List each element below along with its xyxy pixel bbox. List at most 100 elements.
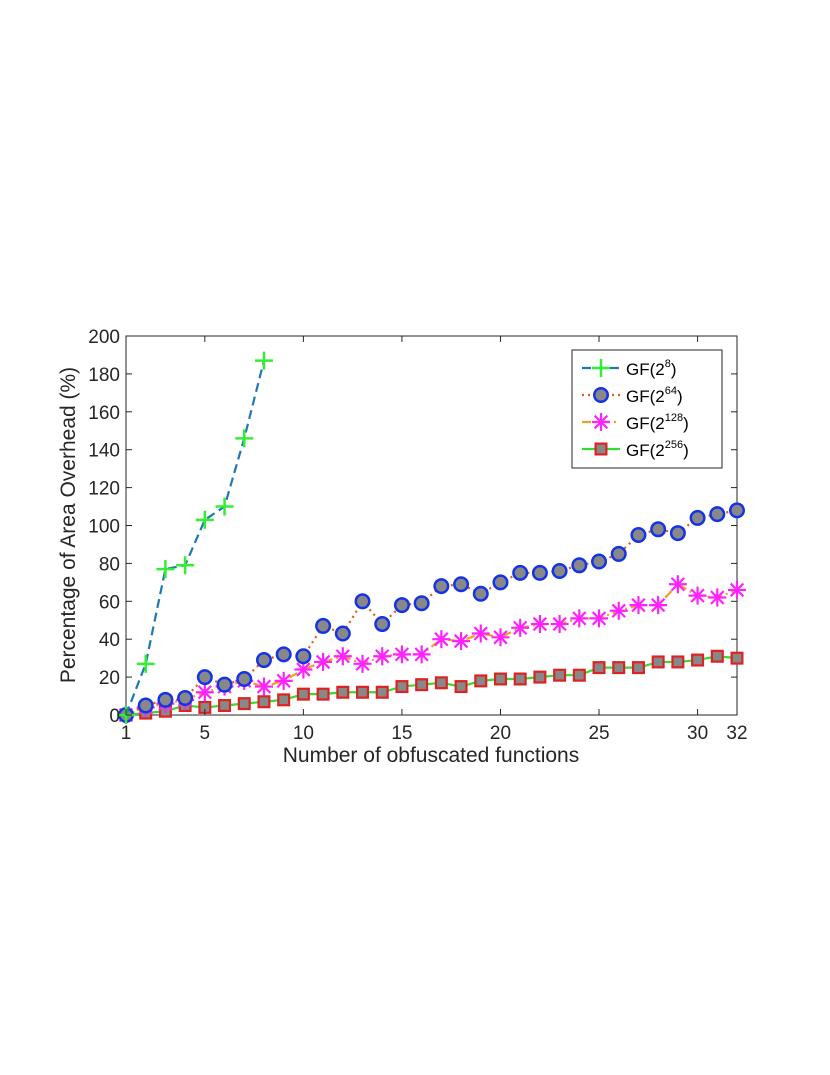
data-point: [275, 646, 292, 663]
legend-entry-3: GF(2256): [582, 439, 689, 460]
data-point: [474, 674, 488, 688]
data-point: [314, 652, 333, 671]
data-point: [668, 575, 687, 594]
data-point: [513, 672, 527, 686]
data-point: [157, 691, 174, 708]
data-point: [296, 687, 310, 701]
data-point: [671, 655, 685, 669]
data-point: [195, 683, 214, 702]
data-point: [333, 647, 352, 666]
x-axis-ticks: 1 5 10 15 20 25 30 32: [121, 336, 748, 744]
data-point: [353, 654, 372, 673]
data-point: [274, 671, 293, 690]
x-tick-label: 1: [121, 723, 132, 744]
data-point: [373, 647, 392, 666]
data-point: [415, 678, 429, 692]
data-point: [729, 502, 745, 519]
legend: GF(28) GF(264) GF(2128) GF(2256): [571, 349, 723, 469]
legend-entry-1: GF(264): [582, 385, 683, 406]
data-point: [512, 564, 529, 581]
data-point: [137, 697, 154, 714]
data-point: [356, 685, 370, 699]
x-tick-label: 5: [200, 723, 211, 744]
data-point: [649, 596, 668, 615]
data-point: [254, 351, 273, 370]
data-point: [453, 576, 470, 593]
data-point: [533, 670, 547, 684]
data-point: [511, 618, 530, 637]
data-point: [491, 628, 510, 647]
y-tick-label: 160: [88, 403, 120, 424]
y-tick-label: 40: [99, 630, 120, 651]
data-point: [651, 655, 665, 669]
data-point: [176, 556, 195, 575]
y-axis-title: Percentage of Area Overhead (%): [57, 367, 80, 683]
y-tick-label: 140: [88, 441, 120, 462]
data-point: [472, 585, 489, 602]
legend-marker: [592, 359, 610, 377]
data-point: [395, 680, 409, 694]
legend-entry-0: GF(28): [582, 358, 677, 379]
data-point: [334, 625, 351, 642]
data-point: [434, 676, 448, 690]
data-point: [688, 586, 707, 605]
y-tick-label: 120: [88, 479, 120, 500]
y-tick-label: 60: [99, 592, 120, 613]
data-point: [708, 588, 727, 607]
x-tick-label: 10: [293, 723, 314, 744]
data-point: [432, 630, 451, 649]
data-point: [215, 497, 234, 516]
series-0: [117, 351, 273, 724]
legend-box: [571, 349, 723, 469]
data-point: [691, 653, 705, 667]
data-point: [295, 648, 312, 665]
series-1: [118, 502, 745, 723]
data-point: [316, 687, 330, 701]
data-point: [216, 676, 233, 693]
data-point: [433, 578, 450, 595]
data-point: [550, 615, 569, 634]
y-tick-label: 0: [109, 706, 120, 727]
data-point: [650, 521, 667, 538]
data-point: [590, 609, 609, 628]
data-point: [570, 609, 589, 628]
data-point: [218, 699, 232, 713]
data-point: [710, 649, 724, 663]
data-point: [136, 654, 155, 673]
legend-marker: [594, 442, 608, 456]
data-point: [572, 668, 586, 682]
y-tick-label: 200: [88, 327, 120, 348]
data-point: [257, 695, 271, 709]
x-tick-label: 15: [391, 723, 412, 744]
series-line: [124, 360, 266, 716]
data-point: [413, 595, 430, 612]
data-point: [609, 601, 628, 620]
legend-label: GF(28): [626, 358, 677, 379]
legend-label: GF(264): [626, 385, 683, 406]
data-point: [493, 672, 507, 686]
data-point: [610, 545, 627, 562]
data-point: [669, 525, 686, 542]
data-point: [412, 645, 431, 664]
data-point: [553, 668, 567, 682]
legend-entry-2: GF(2128): [582, 412, 689, 433]
data-point: [454, 680, 468, 694]
data-point: [730, 651, 744, 665]
data-point: [393, 597, 410, 614]
data-point: [530, 615, 549, 634]
data-point: [591, 553, 608, 570]
series-3: [119, 649, 744, 722]
data-point: [277, 693, 291, 707]
y-tick-label: 20: [99, 668, 120, 689]
data-point: [392, 645, 411, 664]
data-point: [630, 526, 647, 543]
data-point: [254, 677, 273, 696]
y-axis-ticks: 0 20 40 60 80 100 120 140 160 180 200: [88, 327, 737, 727]
data-point: [196, 669, 213, 686]
data-point: [612, 661, 626, 675]
data-point: [374, 616, 391, 633]
legend-marker: [593, 387, 609, 403]
legend-label: GF(2128): [626, 412, 689, 433]
data-point: [156, 560, 175, 579]
